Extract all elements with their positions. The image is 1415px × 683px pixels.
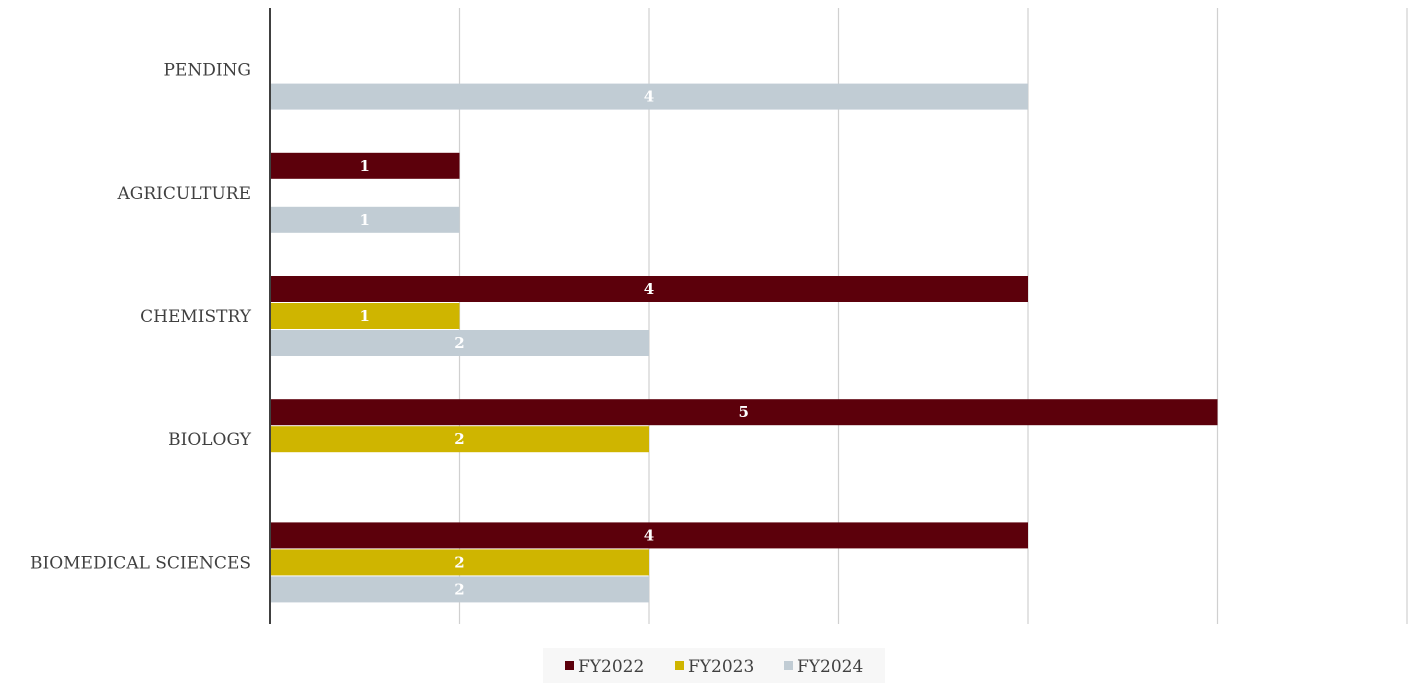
bar-biology-fy2023[interactable]	[271, 426, 649, 453]
legend-label-fy2024: FY2024	[797, 657, 863, 677]
data-label-biology-fy2022: 5	[739, 403, 749, 421]
legend-swatch-fy2023	[675, 661, 684, 670]
data-labels: 4 2 2 5 2 4 1 2 1 1 4	[360, 88, 749, 599]
bars	[271, 83, 1218, 603]
bar-biomedical-sciences-fy2022[interactable]	[271, 522, 1028, 549]
data-label-pending-fy2024: 4	[644, 88, 654, 106]
bar-biomedical-sciences-fy2024[interactable]	[271, 576, 649, 603]
data-label-chemistry-fy2023: 1	[360, 307, 370, 325]
gridlines	[458, 8, 1408, 624]
bar-agriculture-fy2024[interactable]	[271, 206, 460, 233]
data-label-biomedical-sciences-fy2024: 2	[454, 580, 464, 598]
legend-label-fy2022: FY2022	[578, 657, 644, 677]
category-label-biology: BIOLOGY	[168, 430, 252, 450]
bar-biomedical-sciences-fy2023[interactable]	[271, 549, 649, 576]
bar-pending-fy2024[interactable]	[271, 83, 1028, 110]
data-label-biomedical-sciences-fy2023: 2	[454, 553, 464, 571]
category-label-chemistry: CHEMISTRY	[140, 307, 252, 327]
bar-chemistry-fy2022[interactable]	[271, 276, 1028, 302]
category-label-agriculture: AGRICULTURE	[117, 184, 252, 204]
bar-biology-fy2022[interactable]	[271, 399, 1218, 426]
legend-background	[543, 648, 885, 683]
legend[interactable]: FY2022 FY2023 FY2024	[543, 648, 885, 683]
data-label-agriculture-fy2024: 1	[360, 211, 370, 229]
legend-swatch-fy2022	[565, 661, 574, 670]
category-label-biomedical-sciences: BIOMEDICAL SCIENCES	[30, 553, 251, 573]
category-labels: BIOMEDICAL SCIENCES BIOLOGY CHEMISTRY AGRIC…	[30, 61, 252, 574]
bar-agriculture-fy2022[interactable]	[271, 152, 460, 179]
data-label-chemistry-fy2022: 4	[644, 280, 654, 298]
data-label-chemistry-fy2024: 2	[454, 334, 464, 352]
bar-chemistry-fy2024[interactable]	[271, 330, 649, 356]
data-label-biology-fy2023: 2	[454, 430, 464, 448]
legend-label-fy2023: FY2023	[688, 657, 754, 677]
data-label-agriculture-fy2022: 1	[360, 157, 370, 175]
category-label-pending: PENDING	[163, 61, 251, 81]
legend-swatch-fy2024	[784, 661, 793, 670]
bar-chemistry-fy2023[interactable]	[271, 303, 460, 329]
data-label-biomedical-sciences-fy2022: 4	[644, 526, 654, 544]
